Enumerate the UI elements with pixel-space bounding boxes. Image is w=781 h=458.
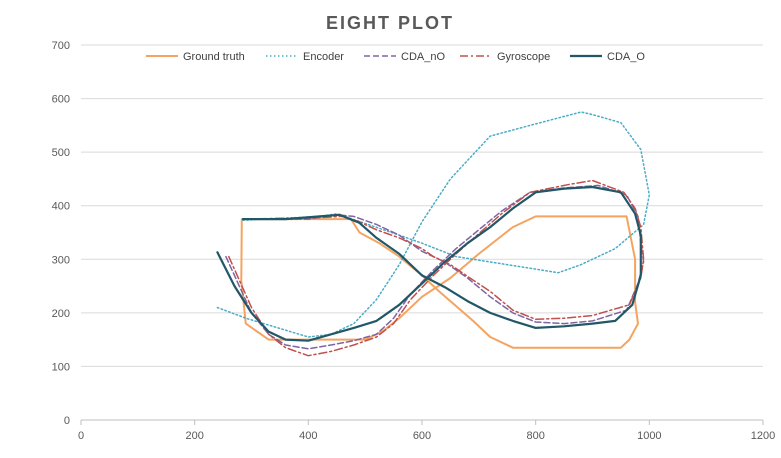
legend: Ground truth Encoder CDA_nO Gyroscope CDA_O bbox=[146, 51, 645, 63]
x-tick-label: 600 bbox=[413, 430, 431, 442]
x-tick-label: 200 bbox=[185, 430, 203, 442]
x-tick-label: 0 bbox=[78, 430, 84, 442]
y-tick-label: 700 bbox=[52, 40, 70, 52]
series-line-gyroscope bbox=[228, 179, 645, 357]
grid-lines bbox=[81, 44, 763, 367]
legend-label: CDA_nO bbox=[401, 51, 445, 63]
series-line-cda-o bbox=[216, 185, 642, 342]
legend-label: Gyroscope bbox=[497, 51, 550, 63]
y-tick-label: 500 bbox=[52, 147, 70, 159]
x-tick-label: 1000 bbox=[637, 430, 661, 442]
chart-title: EIGHT PLOT bbox=[326, 13, 454, 33]
y-tick-label: 200 bbox=[52, 308, 70, 320]
x-tick-label: 400 bbox=[299, 430, 317, 442]
series-layer bbox=[216, 111, 651, 357]
y-tick-label: 400 bbox=[52, 201, 70, 213]
series-line-encoder bbox=[216, 111, 651, 338]
series-line-ground-truth bbox=[240, 215, 639, 349]
legend-label: CDA_O bbox=[607, 51, 645, 63]
legend-label: Encoder bbox=[303, 51, 344, 63]
y-tick-label: 0 bbox=[64, 415, 70, 427]
x-tick-label: 800 bbox=[526, 430, 544, 442]
y-tick-label: 300 bbox=[52, 254, 70, 266]
axes: 0 100 200 300 400 500 600 700 0 200 400 600 800 1000 1… bbox=[52, 40, 776, 442]
legend-label: Ground truth bbox=[183, 51, 245, 63]
y-tick-label: 600 bbox=[52, 94, 70, 106]
y-tick-label: 100 bbox=[52, 361, 70, 373]
x-tick-label: 1200 bbox=[751, 430, 775, 442]
